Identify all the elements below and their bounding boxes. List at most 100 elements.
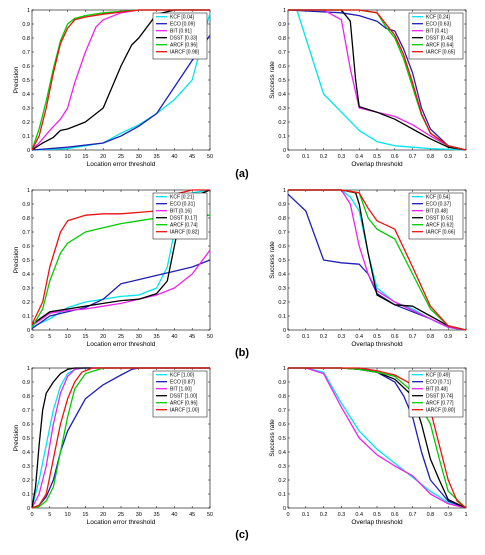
legend-entry-iarcf: IARCF [1.00]	[170, 408, 200, 414]
y-tick-label: 0.1	[278, 314, 286, 320]
row-label-a: (a)	[235, 168, 249, 180]
x-tick-label: 50	[207, 512, 213, 518]
x-axis-label: Location error threshold	[87, 161, 156, 168]
x-axis-label: Location error threshold	[87, 341, 156, 348]
x-tick-label: 25	[118, 512, 124, 518]
row-label-b: (b)	[235, 347, 249, 359]
legend-entry-iarcf: IARCF [0.65]	[426, 50, 456, 56]
y-tick-label: 0.1	[278, 134, 286, 140]
y-axis-label: Success rate	[269, 241, 276, 279]
chart-5: 0 0.1 0.2 0.3 0.4 0.5 0.6 0.7 0.8 0.9 1 0 0.1 0.2 0.3 0…	[269, 366, 468, 526]
x-tick-label: 45	[189, 334, 195, 340]
y-tick-label: 0.6	[278, 64, 286, 70]
chart-0: 0 5 10 15 20 25 30 35 40 45 50 0 0.1 0.2 0.3 0.4 0.5 0.6 0…	[13, 8, 213, 168]
y-tick-label: 0.8	[278, 216, 286, 222]
x-tick-label: 20	[100, 154, 106, 160]
series-line-eco	[31, 367, 210, 509]
legend-entry-kcf: KCF [0.49]	[426, 373, 451, 379]
x-tick-label: 0.8	[427, 334, 435, 340]
legend-entry-arcf: ARCF [0.62]	[426, 223, 454, 229]
y-tick-label: 0.7	[278, 408, 286, 414]
x-tick-label: 15	[82, 334, 88, 340]
x-tick-label: 0.5	[373, 334, 381, 340]
x-tick-label: 0.6	[391, 334, 399, 340]
x-tick-label: 0.3	[338, 512, 346, 518]
x-tick-label: 45	[189, 512, 195, 518]
y-tick-label: 1	[283, 8, 286, 14]
series-line-dsst	[288, 9, 467, 151]
x-tick-label: 0.1	[302, 154, 310, 160]
x-tick-label: 10	[65, 334, 71, 340]
y-tick-label: 0.1	[22, 314, 30, 320]
legend-entry-eco: ECO [0.87]	[170, 380, 195, 386]
chart-2: 0 5 10 15 20 25 30 35 40 45 50 0 0.1 0.2 0.3 0.4 0.5 0.6 0…	[13, 188, 213, 348]
y-tick-label: 0.5	[22, 258, 30, 264]
legend-entry-dsst: DSST [0.33]	[170, 36, 198, 42]
x-tick-label: 0.7	[409, 154, 417, 160]
legend: KCF [0.24]ECO [0.63]BIT [0.41]DSST [0.43…	[408, 12, 464, 60]
x-tick-label: 5	[48, 334, 51, 340]
x-tick-label: 0	[286, 512, 289, 518]
y-tick-label: 0.5	[278, 78, 286, 84]
x-tick-label: 40	[171, 512, 177, 518]
y-tick-label: 0.7	[22, 50, 30, 56]
series-line-eco	[287, 9, 467, 151]
legend-entry-iarcf: IARCF [0.82]	[170, 230, 200, 236]
y-tick-label: 0.3	[22, 286, 30, 292]
y-tick-label: 0.5	[22, 78, 30, 84]
x-tick-label: 0.8	[427, 154, 435, 160]
y-tick-label: 0.5	[278, 258, 286, 264]
legend-entry-eco: ECO [0.37]	[426, 202, 451, 208]
legend-entry-eco: ECO [0.31]	[170, 202, 195, 208]
x-tick-label: 35	[154, 512, 160, 518]
series-line-arcf	[288, 367, 467, 509]
y-tick-label: 0.4	[22, 92, 30, 98]
legend-entry-iarcf: IARCF [0.98]	[170, 50, 200, 56]
legend-entry-bit: BIT [1.00]	[170, 387, 192, 393]
series-line-arcf	[31, 367, 210, 509]
x-tick-label: 0.5	[373, 512, 381, 518]
x-tick-label: 30	[136, 512, 142, 518]
x-tick-label: 0	[30, 334, 33, 340]
y-tick-label: 0.8	[278, 36, 286, 42]
x-tick-label: 35	[154, 334, 160, 340]
x-tick-label: 40	[171, 154, 177, 160]
x-tick-label: 50	[207, 334, 213, 340]
y-tick-label: 0.9	[22, 202, 30, 208]
x-tick-label: 40	[171, 334, 177, 340]
x-tick-label: 15	[82, 154, 88, 160]
x-tick-label: 0.1	[302, 512, 310, 518]
legend-entry-arcf: ARCF [0.96]	[170, 43, 198, 49]
y-axis-label: Precision	[13, 246, 20, 273]
y-tick-label: 0.7	[22, 230, 30, 236]
y-tick-label: 0.9	[278, 22, 286, 28]
legend-entry-dsst: DSST [1.00]	[170, 394, 198, 400]
series-line-eco	[31, 259, 211, 330]
legend-entry-arcf: ARCF [0.64]	[426, 43, 454, 49]
series-line-iarcf	[31, 367, 210, 509]
series-line-iarcf	[288, 189, 467, 331]
x-tick-label: 0.2	[320, 334, 328, 340]
y-tick-label: 1	[27, 366, 30, 372]
y-tick-label: 0.5	[278, 436, 286, 442]
y-tick-label: 1	[283, 188, 286, 194]
x-tick-label: 30	[136, 334, 142, 340]
x-axis-label: Overlap threshold	[351, 161, 403, 168]
y-tick-label: 0	[27, 328, 30, 334]
y-axis-label: Precision	[13, 424, 20, 451]
series-line-kcf	[288, 367, 467, 509]
series-line-iarcf	[31, 9, 210, 151]
legend-entry-iarcf: IARCF [0.66]	[426, 230, 456, 236]
y-tick-label: 0.6	[22, 244, 30, 250]
y-tick-label: 0.4	[278, 92, 286, 98]
x-tick-label: 30	[136, 154, 142, 160]
x-tick-label: 20	[100, 512, 106, 518]
x-tick-label: 0	[30, 512, 33, 518]
x-tick-label: 1	[464, 334, 467, 340]
y-tick-label: 0.2	[278, 120, 286, 126]
y-tick-label: 0.1	[22, 134, 30, 140]
y-tick-label: 0.9	[278, 380, 286, 386]
legend: KCF [0.49]ECO [0.71]BIT [0.48]DSST [0.74…	[408, 370, 464, 418]
legend-entry-bit: BIT [0.48]	[426, 387, 448, 393]
